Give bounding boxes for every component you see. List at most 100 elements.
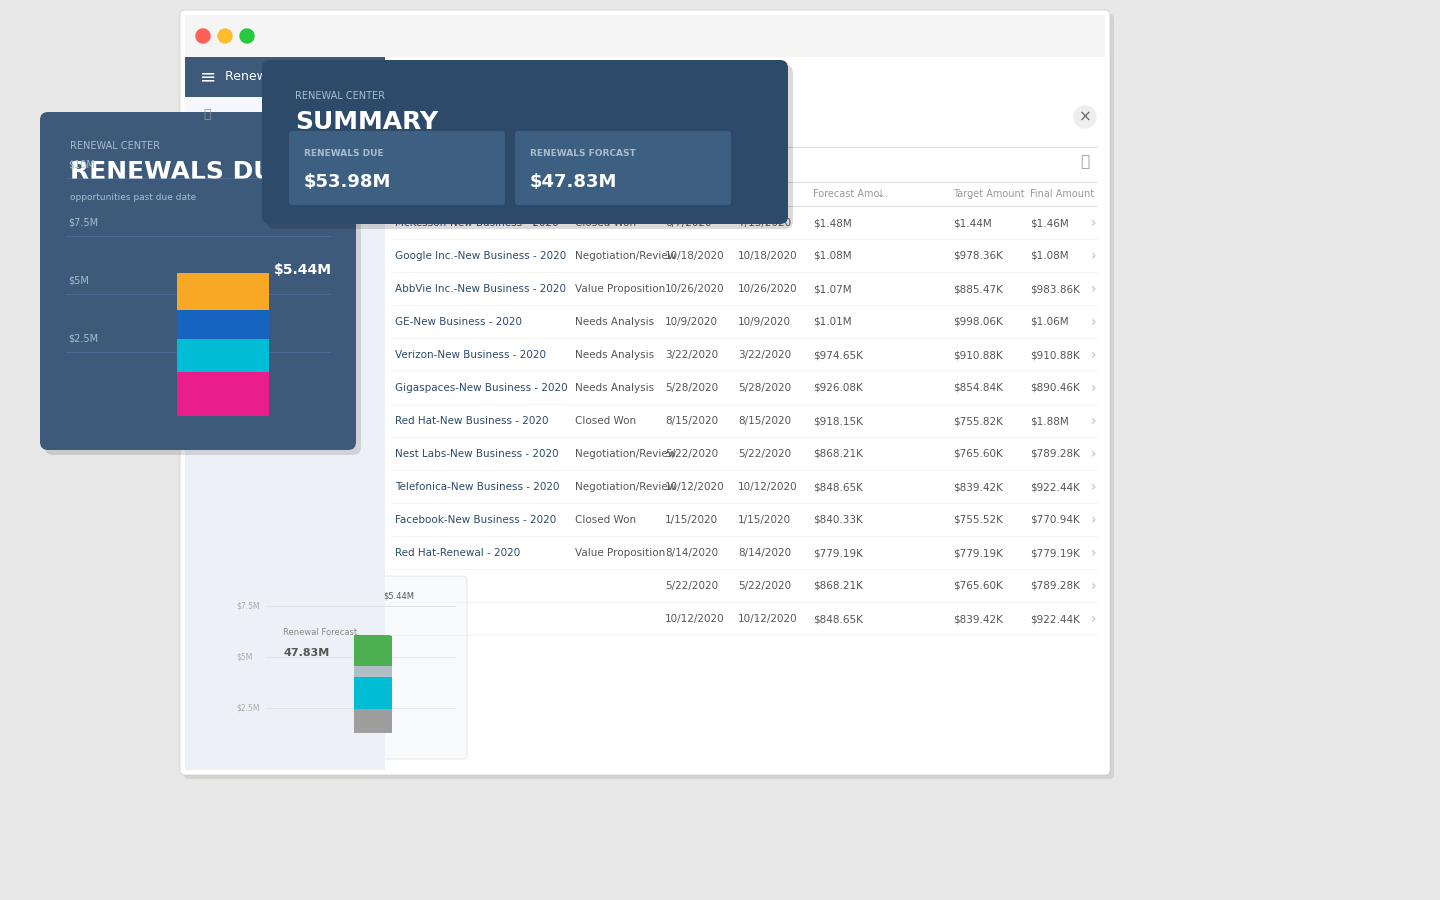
Text: Upsell Forecast: Upsell Forecast bbox=[403, 106, 547, 124]
FancyBboxPatch shape bbox=[262, 60, 788, 224]
Text: ›: › bbox=[1090, 513, 1096, 527]
FancyBboxPatch shape bbox=[40, 112, 356, 450]
Text: Renewal Center: Renewal Center bbox=[225, 70, 324, 84]
Text: 10/9/2020: 10/9/2020 bbox=[665, 317, 719, 327]
Text: $868.21K: $868.21K bbox=[814, 581, 863, 591]
Text: $755.52K: $755.52K bbox=[953, 515, 1002, 525]
Text: $7.5M: $7.5M bbox=[236, 602, 259, 611]
Text: Needs Analysis: Needs Analysis bbox=[575, 383, 654, 393]
Text: $2.5M: $2.5M bbox=[236, 703, 259, 712]
Text: $779.19K: $779.19K bbox=[953, 548, 1002, 558]
Circle shape bbox=[1074, 106, 1096, 128]
Text: Closed Won: Closed Won bbox=[575, 515, 636, 525]
Text: ›: › bbox=[1090, 480, 1096, 494]
Text: SUMMARY: SUMMARY bbox=[295, 110, 438, 134]
Text: Target Amount: Target Amount bbox=[953, 189, 1025, 199]
Text: 5/28/2020: 5/28/2020 bbox=[665, 383, 719, 393]
Text: ›: › bbox=[1090, 447, 1096, 461]
Bar bbox=[177, 273, 269, 310]
Text: ×: × bbox=[1079, 110, 1092, 124]
Text: Gigaspaces-New Business - 2020: Gigaspaces-New Business - 2020 bbox=[395, 383, 567, 393]
Bar bbox=[184, 57, 384, 770]
Text: RENEWALS DUE: RENEWALS DUE bbox=[304, 149, 383, 158]
Text: Needs Analysis: Needs Analysis bbox=[575, 350, 654, 360]
Text: $779.19K: $779.19K bbox=[814, 548, 863, 558]
Text: ›: › bbox=[1090, 612, 1096, 626]
Text: $839.42K: $839.42K bbox=[953, 614, 1002, 624]
Text: $47.83M: $47.83M bbox=[530, 173, 618, 191]
Text: 8/15/2020: 8/15/2020 bbox=[739, 416, 791, 426]
Text: 10/12/2020: 10/12/2020 bbox=[739, 614, 798, 624]
Circle shape bbox=[217, 29, 232, 43]
Text: GE-New Business - 2020: GE-New Business - 2020 bbox=[395, 317, 521, 327]
Text: RENEWALS DUE: RENEWALS DUE bbox=[71, 160, 291, 184]
Text: Closed Won: Closed Won bbox=[575, 218, 636, 228]
Bar bbox=[177, 310, 269, 339]
Text: 8/15/2020: 8/15/2020 bbox=[665, 416, 719, 426]
Text: 7/15/2020: 7/15/2020 bbox=[739, 218, 791, 228]
Text: 6/7/2020: 6/7/2020 bbox=[665, 218, 711, 228]
Text: 10/12/2020: 10/12/2020 bbox=[665, 614, 724, 624]
Text: $789.28K: $789.28K bbox=[1030, 449, 1080, 459]
Text: Due Date: Due Date bbox=[739, 189, 785, 199]
Text: Red Hat-New Business - 2020: Red Hat-New Business - 2020 bbox=[395, 416, 549, 426]
Text: $10M: $10M bbox=[68, 160, 95, 170]
Bar bbox=[177, 339, 269, 373]
Text: 8/14/2020: 8/14/2020 bbox=[665, 548, 719, 558]
Text: Verizon-New Business - 2020: Verizon-New Business - 2020 bbox=[395, 350, 546, 360]
FancyBboxPatch shape bbox=[289, 131, 505, 205]
Text: Stage: Stage bbox=[575, 189, 603, 199]
Text: $5M: $5M bbox=[68, 276, 89, 286]
Text: $765.60K: $765.60K bbox=[953, 449, 1002, 459]
Text: $910.88K: $910.88K bbox=[953, 350, 1002, 360]
Text: $885.47K: $885.47K bbox=[953, 284, 1002, 294]
Text: $983.86K: $983.86K bbox=[1030, 284, 1080, 294]
Circle shape bbox=[196, 29, 210, 43]
Text: $922.44K: $922.44K bbox=[1030, 482, 1080, 492]
Text: $1.08M: $1.08M bbox=[814, 251, 851, 261]
FancyBboxPatch shape bbox=[266, 65, 793, 229]
Text: $2.5M: $2.5M bbox=[68, 334, 98, 344]
Text: $848.65K: $848.65K bbox=[814, 614, 863, 624]
Text: $53.98M: $53.98M bbox=[304, 173, 392, 191]
Text: ›: › bbox=[1090, 579, 1096, 593]
Text: 1/15/2020: 1/15/2020 bbox=[739, 515, 791, 525]
Text: ›: › bbox=[1090, 282, 1096, 296]
Text: RENEWAL CENTER: RENEWAL CENTER bbox=[295, 91, 384, 101]
Text: ›: › bbox=[1090, 414, 1096, 428]
Text: Won/Open Upsells, including the upsell portion of renewals: Won/Open Upsells, including the upsell p… bbox=[403, 128, 711, 138]
Bar bbox=[184, 97, 384, 133]
Text: $998.06K: $998.06K bbox=[953, 317, 1002, 327]
Text: $5M: $5M bbox=[236, 652, 252, 662]
Text: Nest Labs-New Business - 2020: Nest Labs-New Business - 2020 bbox=[395, 449, 559, 459]
Text: $868.21K: $868.21K bbox=[814, 449, 863, 459]
Text: AbbVie Inc.-New Business - 2020: AbbVie Inc.-New Business - 2020 bbox=[395, 284, 566, 294]
Bar bbox=[354, 677, 392, 709]
Text: $1.44M: $1.44M bbox=[953, 218, 992, 228]
Text: ↓: ↓ bbox=[877, 189, 886, 199]
Text: $5.44M: $5.44M bbox=[383, 592, 415, 601]
FancyBboxPatch shape bbox=[225, 576, 467, 759]
Text: $848.65K: $848.65K bbox=[814, 482, 863, 492]
Text: ⧉: ⧉ bbox=[1080, 155, 1089, 169]
Text: $910.88K: $910.88K bbox=[1030, 350, 1080, 360]
Text: Needs Analysis: Needs Analysis bbox=[575, 317, 654, 327]
Text: $922.44K: $922.44K bbox=[1030, 614, 1080, 624]
Text: $7.5M: $7.5M bbox=[68, 218, 98, 228]
Text: opportunities past due date: opportunities past due date bbox=[71, 194, 196, 202]
Text: 47.83M: 47.83M bbox=[284, 649, 330, 659]
Text: $1.08M: $1.08M bbox=[1030, 251, 1068, 261]
Text: $974.65K: $974.65K bbox=[814, 350, 863, 360]
Text: Negotiation/Review: Negotiation/Review bbox=[575, 251, 677, 261]
Text: 5/28/2020: 5/28/2020 bbox=[739, 383, 791, 393]
Text: $1.07M: $1.07M bbox=[814, 284, 851, 294]
Text: Closed Won: Closed Won bbox=[575, 416, 636, 426]
Text: Negotiation/Review: Negotiation/Review bbox=[575, 449, 677, 459]
Text: ›: › bbox=[1090, 216, 1096, 230]
Text: RENEWAL CENTER: RENEWAL CENTER bbox=[71, 141, 160, 151]
Text: 10/12/2020: 10/12/2020 bbox=[739, 482, 798, 492]
Text: Google Inc.-New Business - 2020: Google Inc.-New Business - 2020 bbox=[395, 251, 566, 261]
Text: 10/18/2020: 10/18/2020 bbox=[665, 251, 724, 261]
Text: $755.82K: $755.82K bbox=[953, 416, 1002, 426]
Text: $1.88M: $1.88M bbox=[1030, 416, 1068, 426]
